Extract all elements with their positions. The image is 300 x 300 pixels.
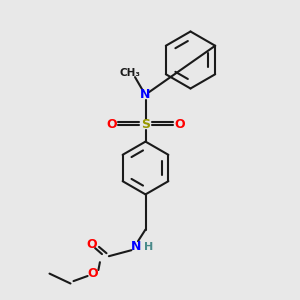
- Text: O: O: [86, 238, 97, 251]
- Text: N: N: [140, 88, 151, 101]
- Text: O: O: [88, 267, 98, 280]
- Text: H: H: [145, 242, 154, 252]
- Text: O: O: [106, 118, 117, 131]
- Text: N: N: [131, 240, 142, 253]
- Text: S: S: [141, 118, 150, 131]
- Text: O: O: [174, 118, 185, 131]
- Text: CH₃: CH₃: [120, 68, 141, 79]
